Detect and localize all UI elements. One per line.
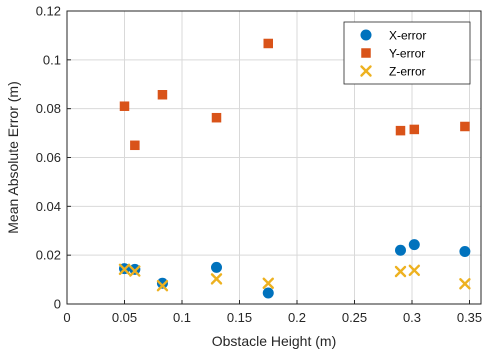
- data-point: [211, 112, 222, 123]
- x-tick-label: 0.3: [403, 310, 421, 325]
- data-point: [129, 265, 141, 277]
- y-tick-label: 0.02: [36, 248, 61, 263]
- data-point: [395, 125, 406, 136]
- y-tick-label: 0.08: [36, 101, 61, 116]
- x-tick-label: 0: [63, 310, 70, 325]
- legend-label: Y-error: [389, 47, 425, 61]
- y-tick-label: 0.1: [43, 52, 61, 67]
- data-point: [262, 287, 274, 299]
- data-point: [460, 121, 470, 132]
- data-point: [408, 239, 420, 251]
- data-point: [408, 264, 420, 277]
- legend-marker: [360, 29, 372, 41]
- x-tick-label: 0.05: [112, 310, 137, 325]
- data-point: [119, 101, 130, 111]
- y-axis-label: Mean Absolute Error (m): [5, 81, 21, 234]
- data-marks: [118, 38, 471, 299]
- legend: X-error Y-error Z-error: [343, 21, 471, 85]
- data-point: [459, 278, 471, 290]
- legend-entries: X-error Y-error Z-error: [360, 29, 426, 79]
- x-tick-label: 0.35: [457, 310, 482, 325]
- data-point: [263, 38, 273, 49]
- x-tick-label: 0.2: [288, 310, 306, 325]
- y-tick-label: 0.12: [36, 4, 61, 19]
- legend-marker: [361, 48, 371, 58]
- data-point: [409, 124, 420, 135]
- data-point: [394, 265, 407, 278]
- axis-ticks: 0 0.05 0.1 0.15 0.2 0.25 0.3 0.35 0 0.02 0.04 0.06 0…: [36, 4, 482, 326]
- x-axis-label: Obstacle Height (m): [212, 333, 336, 349]
- x-tick-label: 0.1: [173, 310, 191, 325]
- data-point: [211, 261, 222, 273]
- y-tick-label: 0.04: [36, 199, 61, 214]
- series-2: [119, 38, 470, 151]
- series-1: [119, 239, 471, 299]
- legend-label: Z-error: [389, 65, 426, 79]
- data-point: [118, 263, 131, 276]
- x-tick-label: 0.25: [342, 310, 367, 325]
- data-point: [157, 89, 168, 100]
- y-tick-label: 0.06: [36, 150, 61, 165]
- data-point: [262, 277, 274, 289]
- series-3: [118, 263, 471, 292]
- data-point: [459, 246, 471, 258]
- y-tick-label: 0: [54, 297, 61, 312]
- data-point: [130, 140, 140, 151]
- data-point: [210, 273, 223, 285]
- legend-label: X-error: [389, 29, 426, 43]
- data-point: [156, 279, 169, 292]
- legend-marker: [360, 65, 372, 77]
- data-point: [395, 244, 406, 256]
- x-tick-label: 0.15: [227, 310, 252, 325]
- data-point: [129, 263, 141, 275]
- data-point: [156, 277, 168, 289]
